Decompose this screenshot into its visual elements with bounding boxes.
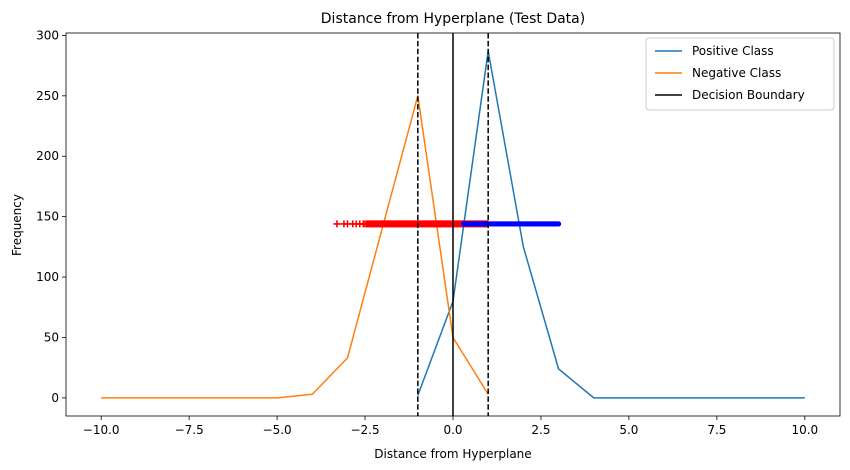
y-tick-label: 50 — [44, 330, 59, 344]
axes-layer: −10.0 −7.5 −5.0 −2.5 0.0 2.5 5.0 7.5 10.0 0 50 100 1… — [36, 28, 841, 437]
x-tick-label: 2.5 — [531, 423, 550, 437]
y-tick-label: 250 — [36, 89, 59, 103]
x-tick-label: 7.5 — [707, 423, 726, 437]
x-tick-label: 5.0 — [619, 423, 638, 437]
x-tick-label: 10.0 — [791, 423, 818, 437]
positive-scatter-points — [460, 221, 562, 227]
legend-label: Negative Class — [692, 66, 781, 80]
positive-point — [555, 221, 562, 227]
x-axis-label: Distance from Hyperplane — [374, 447, 531, 461]
y-axis-label: Frequency — [10, 194, 24, 256]
plot-layer — [101, 33, 805, 416]
negative-point — [333, 220, 341, 228]
y-tick-label: 300 — [36, 28, 59, 42]
series-line-negative-class — [101, 95, 489, 399]
x-tick-label: −7.5 — [175, 423, 204, 437]
x-tick-label: −2.5 — [350, 423, 379, 437]
y-tick-label: 150 — [36, 210, 59, 224]
legend: Positive Class Negative Class Decision Bou… — [645, 37, 835, 111]
y-tick-label: 100 — [36, 270, 59, 284]
x-tick-label: −10.0 — [83, 423, 120, 437]
x-tick-label: −5.0 — [263, 423, 292, 437]
y-tick-label: 0 — [51, 391, 59, 405]
plot-inner — [101, 33, 805, 416]
y-tick-label: 200 — [36, 149, 59, 163]
legend-box — [645, 37, 835, 111]
legend-label: Decision Boundary — [692, 88, 805, 102]
legend-label: Positive Class — [692, 44, 774, 58]
chart-title: Distance from Hyperplane (Test Data) — [321, 11, 585, 27]
x-tick-label: 0.0 — [443, 423, 462, 437]
